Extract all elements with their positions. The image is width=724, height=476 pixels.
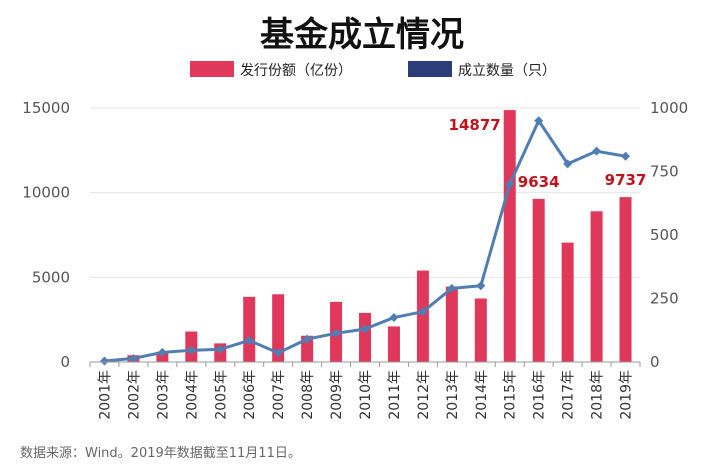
count-point-2003年: [157, 347, 167, 357]
x-tick-label: 2019年: [619, 370, 635, 420]
x-tick-label: 2018年: [590, 370, 606, 420]
x-tick-label: 2005年: [213, 370, 229, 420]
count-point-2013年: [447, 283, 457, 293]
data-labels: 14877 9634 9737: [449, 116, 647, 191]
x-tick-label: 2016年: [532, 370, 548, 420]
bar-issuance-2019年: [619, 197, 632, 362]
count-point-2019年: [621, 151, 631, 161]
bar-issuance-2008年: [301, 335, 314, 362]
bar-issuance-2016年: [532, 198, 545, 362]
bar-issuance-2017年: [561, 242, 574, 362]
count-point-2009年: [331, 328, 341, 338]
bar-issuance-2010年: [359, 312, 371, 362]
count-point-2001年: [99, 356, 109, 366]
count-point-2012年: [418, 307, 428, 317]
x-tick-label: 2011年: [387, 370, 403, 420]
data-label-2019年: 9737: [605, 171, 647, 189]
count-point-2017年: [563, 159, 573, 169]
count-point-2010年: [360, 324, 370, 334]
y-right-tick-label: 250: [650, 290, 679, 308]
chart-title: 基金成立情况: [260, 15, 464, 55]
x-tick-label: 2008年: [300, 370, 316, 420]
count-point-2016年: [534, 116, 544, 126]
count-point-2018年: [592, 146, 602, 156]
bar-issuance-2014年: [474, 298, 487, 362]
bar-issuance-2018年: [590, 211, 603, 362]
count-point-2002年: [128, 353, 138, 363]
source-note: 数据来源：Wind。2019年数据截至11月11日。: [20, 446, 301, 461]
legend-swatch-count: [408, 61, 452, 77]
count-point-2011年: [389, 313, 399, 323]
x-tick-label: 2003年: [155, 370, 171, 420]
legend-label-count: 成立数量（只）: [458, 63, 556, 79]
bar-issuance-2013年: [445, 286, 458, 362]
count-point-2007年: [273, 348, 283, 358]
legend: 发行份额（亿份） 成立数量（只）: [190, 61, 556, 79]
line-series-count: [99, 116, 631, 366]
y-left-tick-label: 15000: [22, 99, 70, 117]
legend-swatch-issuance: [190, 61, 234, 77]
x-tick-label: 2015年: [503, 370, 519, 420]
x-tick-label: 2006年: [242, 370, 258, 420]
bar-issuance-2006年: [243, 296, 256, 362]
x-tick-label: 2010年: [358, 370, 374, 420]
x-tick-label: 2004年: [184, 370, 200, 420]
y-left-tick-label: 10000: [22, 184, 70, 202]
x-tick-label: 2014年: [474, 370, 490, 420]
gridlines: [90, 107, 640, 278]
count-point-2005年: [215, 344, 225, 354]
data-label-2016年: 9634: [518, 173, 560, 191]
data-label-2015年: 14877: [449, 116, 501, 134]
y-right-tick-label: 0: [650, 353, 660, 371]
x-tick-label: 2001年: [97, 370, 113, 420]
count-point-2006年: [244, 335, 254, 345]
x-tick-label: 2009年: [329, 370, 345, 420]
axes: 0 5000 10000 15000 0 250 500 750 1000 2001年 2002年 2…: [22, 99, 688, 420]
y-right-tick-label: 1000: [650, 99, 688, 117]
x-tick-label: 2017年: [561, 370, 577, 420]
legend-label-issuance: 发行份额（亿份）: [240, 63, 352, 79]
y-right-tick-label: 500: [650, 226, 679, 244]
count-point-2004年: [186, 345, 196, 355]
bar-issuance-2015年: [503, 110, 516, 363]
count-point-2008年: [302, 334, 312, 344]
bar-issuance-2003年: [156, 351, 169, 362]
x-tick-label: 2007年: [271, 370, 287, 420]
bar-issuance-2011年: [387, 326, 400, 362]
y-right-tick-label: 750: [650, 163, 679, 181]
x-tick-label: 2002年: [126, 370, 142, 420]
bar-issuance-2007年: [272, 294, 285, 362]
y-left-tick-label: 5000: [32, 268, 70, 286]
x-tick-label: 2013年: [445, 370, 461, 420]
count-point-2015年: [505, 179, 515, 189]
bar-series-issuance: [98, 110, 632, 363]
bar-issuance-2012年: [416, 270, 429, 362]
count-point-2014年: [476, 281, 486, 291]
y-left-tick-label: 0: [60, 353, 70, 371]
x-tick-label: 2012年: [416, 370, 432, 420]
